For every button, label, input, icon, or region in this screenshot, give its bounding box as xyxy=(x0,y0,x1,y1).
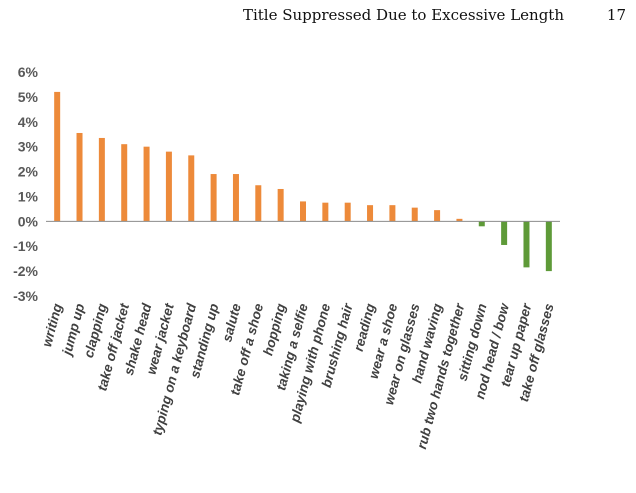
bar xyxy=(143,146,150,222)
y-tick-label: 3% xyxy=(18,139,39,155)
bar xyxy=(76,132,83,222)
running-title: Title Suppressed Due to Excessive Length xyxy=(242,6,564,24)
y-tick-label: -1% xyxy=(13,238,38,254)
bar xyxy=(411,207,418,222)
bar xyxy=(121,144,128,222)
bar xyxy=(165,151,172,222)
bar xyxy=(277,188,284,222)
bar xyxy=(478,221,485,227)
bar xyxy=(210,174,217,222)
bar xyxy=(501,221,508,245)
page-number: 17 xyxy=(606,6,626,24)
bar xyxy=(54,91,61,222)
page-header: Title Suppressed Due to Excessive Length… xyxy=(0,6,636,28)
bar xyxy=(255,185,262,222)
bars xyxy=(54,91,552,272)
bar xyxy=(434,210,441,222)
bar xyxy=(344,202,351,222)
bar xyxy=(232,174,239,222)
y-tick-label: 2% xyxy=(18,164,39,180)
bar xyxy=(300,201,306,222)
y-tick-label: 0% xyxy=(18,213,39,229)
bar xyxy=(523,221,530,268)
bar xyxy=(188,155,195,222)
bar xyxy=(322,202,329,222)
bar xyxy=(98,137,105,222)
bar xyxy=(367,205,374,222)
y-tick-label: 5% xyxy=(18,89,39,105)
y-axis-ticks: -3% -2% -1% 0% 1% 2% 3% 4% 5% 6% xyxy=(13,64,38,304)
bar xyxy=(545,221,552,272)
y-tick-label: -3% xyxy=(13,288,38,304)
category-label: salute xyxy=(219,301,244,343)
y-tick-label: 4% xyxy=(18,114,39,130)
y-tick-label: 1% xyxy=(18,188,39,204)
bar xyxy=(456,218,463,222)
y-tick-label: 6% xyxy=(18,64,39,80)
y-tick-label: -2% xyxy=(13,263,38,279)
bar xyxy=(389,205,396,222)
